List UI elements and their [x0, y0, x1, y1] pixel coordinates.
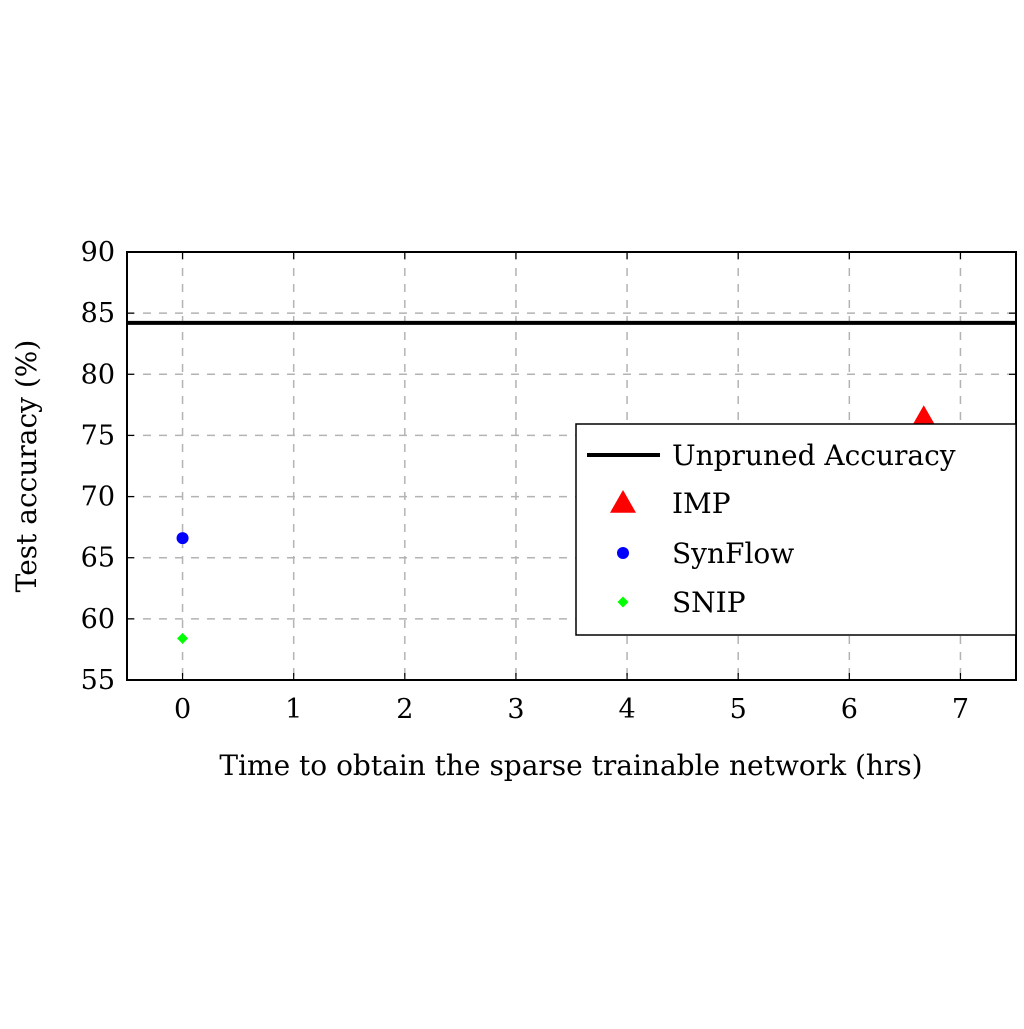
y-tick-label: 70 — [81, 482, 115, 513]
y-tick-label: 85 — [81, 298, 115, 329]
y-tick-label: 80 — [81, 359, 115, 390]
y-tick-label: 60 — [81, 604, 115, 635]
x-tick-label: 2 — [396, 694, 413, 725]
legend-snip-label: SNIP — [672, 586, 746, 619]
legend-imp-label: IMP — [672, 487, 731, 520]
legend-synflow-label: SynFlow — [672, 537, 794, 570]
legend-synflow-symbol — [617, 547, 629, 559]
y-axis-label: Test accuracy (%) — [10, 340, 43, 593]
x-tick-label: 3 — [507, 694, 524, 725]
y-tick-label: 65 — [81, 543, 115, 574]
legend-snip-symbol — [617, 596, 629, 608]
legend-imp-symbol — [610, 490, 636, 513]
snip-point — [177, 632, 189, 644]
x-tick-label: 1 — [285, 694, 302, 725]
x-tick-label: 6 — [841, 694, 858, 725]
x-tick-labels: 0 1 2 3 4 5 6 7 — [174, 694, 969, 725]
imp-point — [910, 405, 937, 429]
y-tick-label: 90 — [81, 237, 115, 268]
y-tick-label: 75 — [81, 420, 115, 451]
data-points — [176, 405, 937, 644]
x-tick-label: 4 — [618, 694, 635, 725]
x-axis-label: Time to obtain the sparse trainable netw… — [219, 749, 922, 782]
legend-unpruned-label: Unpruned Accuracy — [672, 439, 956, 472]
legend-box — [575, 423, 1017, 636]
x-tick-label: 7 — [952, 694, 969, 725]
y-tick-label: 55 — [81, 665, 115, 696]
x-tick-label: 0 — [174, 694, 191, 725]
synflow-point — [176, 532, 189, 545]
x-tick-label: 5 — [730, 694, 747, 725]
y-tick-labels: 55 60 65 70 75 80 85 90 — [81, 237, 115, 696]
legend-items: Unpruned Accuracy IMP SynFlow SNIP — [587, 439, 956, 619]
legend: Unpruned Accuracy IMP SynFlow SNIP — [575, 423, 1017, 636]
